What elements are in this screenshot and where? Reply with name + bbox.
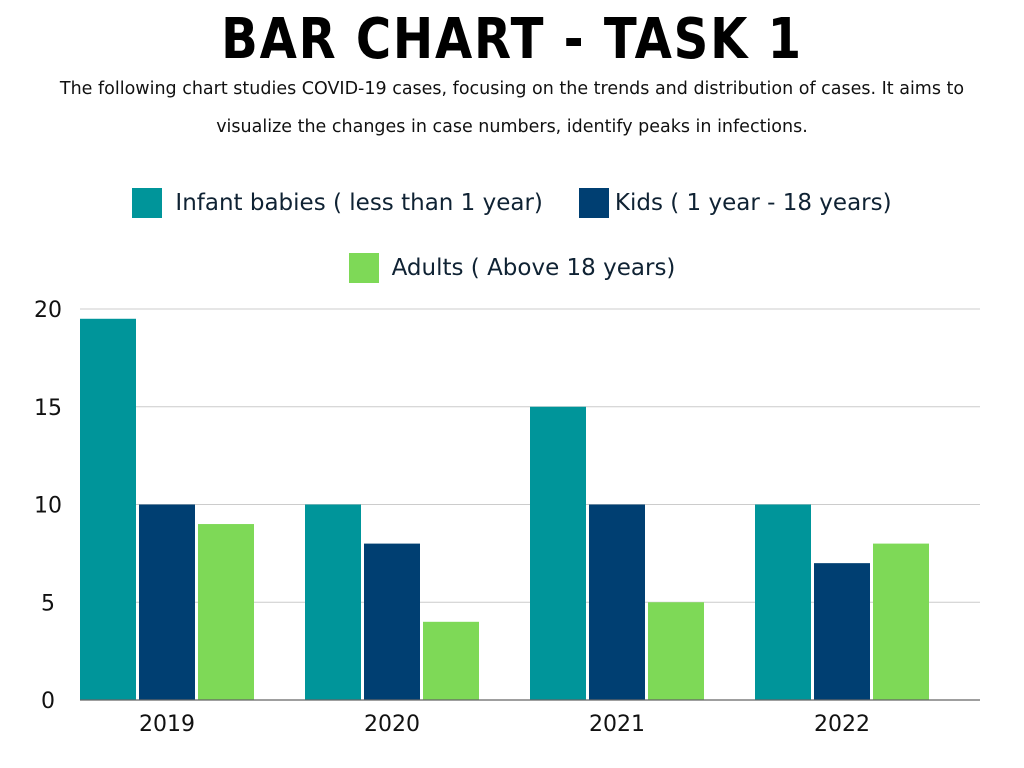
bar bbox=[755, 504, 811, 700]
bar bbox=[80, 318, 136, 700]
bar bbox=[530, 406, 586, 700]
legend-item-adults: Adults ( Above 18 years) bbox=[348, 253, 676, 283]
legend-row-2: Adults ( Above 18 years) bbox=[0, 253, 1024, 283]
legend-swatch-adults bbox=[348, 253, 379, 283]
y-tick-label: 20 bbox=[34, 298, 62, 323]
legend-item-infant: Infant babies ( less than 1 year) bbox=[132, 188, 543, 218]
bar bbox=[139, 504, 195, 700]
bar bbox=[198, 524, 254, 700]
bar bbox=[589, 504, 645, 700]
x-tick-label: 2022 bbox=[814, 712, 870, 737]
legend-item-kids: Kids ( 1 year - 18 years) bbox=[578, 188, 892, 218]
bar bbox=[648, 602, 704, 700]
legend-row-1: Infant babies ( less than 1 year) Kids (… bbox=[0, 188, 1024, 218]
chart-subtitle: The following chart studies COVID-19 cas… bbox=[59, 79, 965, 137]
bar bbox=[873, 543, 929, 700]
legend-label-adults: Adults ( Above 18 years) bbox=[391, 255, 676, 281]
x-tick-label: 2020 bbox=[364, 712, 420, 737]
bar bbox=[364, 543, 420, 700]
chart-title: BAR CHART - TASK 1 bbox=[221, 7, 803, 72]
legend-swatch-infant bbox=[132, 188, 163, 218]
x-tick-label: 2021 bbox=[589, 712, 645, 737]
y-tick-label: 0 bbox=[41, 689, 55, 714]
bar bbox=[305, 504, 361, 700]
legend-swatch-kids bbox=[578, 188, 609, 218]
y-tick-label: 10 bbox=[34, 494, 62, 519]
x-tick-label: 2019 bbox=[139, 712, 195, 737]
bar bbox=[423, 621, 479, 700]
legend-label-infant: Infant babies ( less than 1 year) bbox=[175, 190, 543, 216]
bar bbox=[814, 563, 870, 700]
y-tick-label: 15 bbox=[34, 396, 62, 421]
legend-label-kids: Kids ( 1 year - 18 years) bbox=[614, 190, 892, 216]
y-tick-label: 5 bbox=[41, 591, 55, 616]
